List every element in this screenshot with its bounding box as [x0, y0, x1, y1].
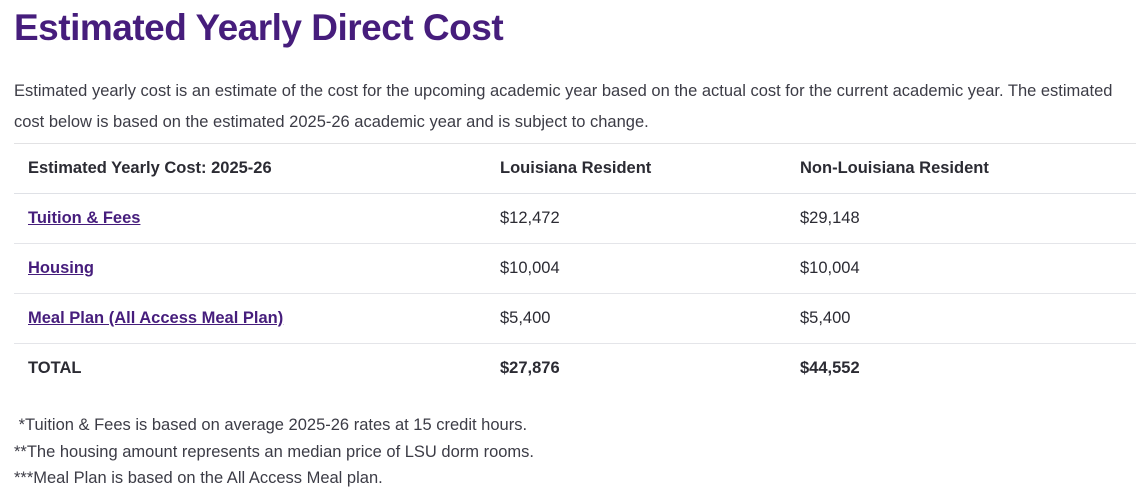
cost-category-link[interactable]: Housing — [28, 259, 94, 277]
cost-table: Estimated Yearly Cost: 2025-26 Louisiana… — [14, 143, 1136, 393]
cost-table-header: Estimated Yearly Cost: 2025-26 Louisiana… — [14, 143, 1136, 194]
table-row: Meal Plan (All Access Meal Plan) $5,400 $5… — [14, 293, 1136, 344]
non-louisiana-resident-amount: $44,552 — [800, 359, 860, 377]
footnote-tuition-fees: *Tuition & Fees is based on average 2025… — [14, 416, 528, 434]
cost-category-link[interactable]: Meal Plan (All Access Meal Plan) — [28, 309, 284, 327]
footnote-housing: **The housing amount represents an media… — [14, 442, 535, 461]
table-row: Tuition & Fees $12,472 $29,148 — [14, 193, 1136, 244]
non-louisiana-resident-amount: $5,400 — [786, 293, 1136, 344]
louisiana-resident-amount: $5,400 — [486, 293, 786, 344]
footnote-meal-plan: ***Meal Plan is based on the All Access … — [14, 469, 383, 487]
cost-category-cell: Tuition & Fees — [14, 193, 486, 244]
cost-category-link[interactable]: Tuition & Fees — [28, 209, 141, 227]
total-row: TOTAL $27,876 $44,552 — [14, 344, 1136, 394]
column-header-louisiana-resident: Louisiana Resident — [486, 143, 786, 194]
table-row: Housing $10,004 $10,004 — [14, 243, 1136, 294]
cost-category-cell: TOTAL — [28, 359, 82, 377]
page-title: Estimated Yearly Direct Cost — [14, 7, 504, 48]
louisiana-resident-amount: $27,876 — [500, 359, 560, 377]
header-row: Estimated Yearly Cost: 2025-26 Louisiana… — [14, 143, 1136, 194]
non-louisiana-resident-amount: $10,004 — [786, 243, 1136, 294]
column-header-cost-category: Estimated Yearly Cost: 2025-26 — [14, 143, 486, 194]
cost-category-cell: Housing — [14, 243, 486, 294]
louisiana-resident-amount: $10,004 — [486, 243, 786, 294]
cost-category-cell: Meal Plan (All Access Meal Plan) — [14, 293, 486, 344]
cost-table-body: Tuition & Fees $12,472 $29,148 Housing $10,0… — [14, 193, 1136, 394]
non-louisiana-resident-amount: $29,148 — [786, 193, 1136, 244]
footnotes: *Tuition & Fees is based on average 2025… — [14, 412, 1136, 487]
intro-paragraph: Estimated yearly cost is an estimate of … — [14, 82, 1113, 131]
column-header-non-louisiana-resident: Non-Louisiana Resident — [786, 143, 1136, 194]
louisiana-resident-amount: $12,472 — [486, 193, 786, 244]
